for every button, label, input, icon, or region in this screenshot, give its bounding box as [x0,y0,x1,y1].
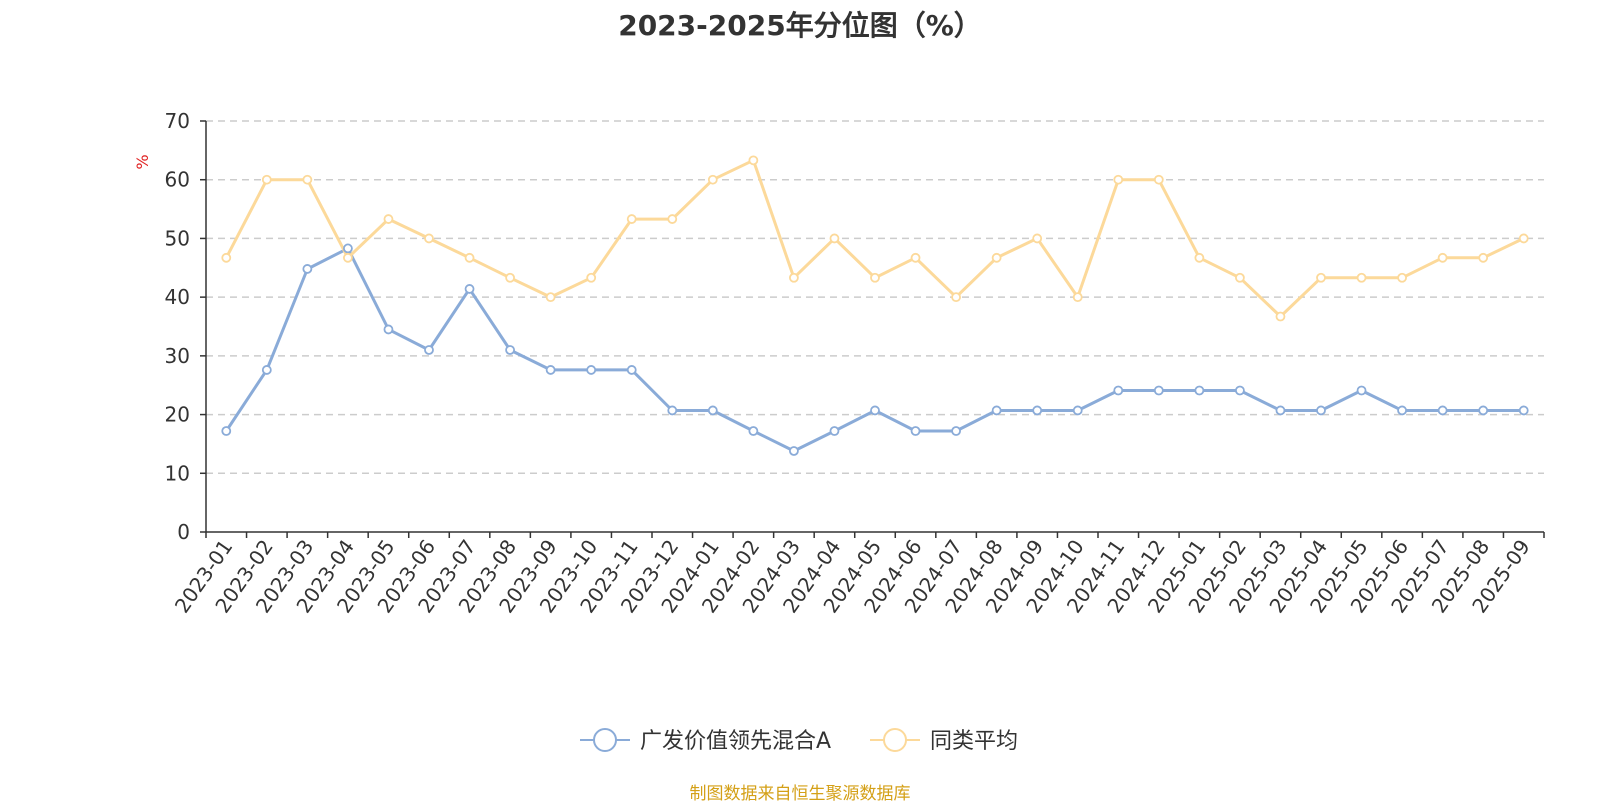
y-tick-label: 70 [165,109,190,133]
data-point[interactable] [667,405,678,416]
data-point[interactable] [789,272,799,283]
data-point[interactable] [707,174,718,185]
data-point[interactable] [707,405,718,416]
data-point[interactable] [1113,385,1124,396]
data-point[interactable] [991,405,1002,416]
y-tick-label: 0 [177,520,190,544]
data-point[interactable] [1316,405,1326,416]
legend: 广发价值领先混合A 同类平均 [580,728,1018,754]
data-point[interactable] [991,252,1002,263]
data-point[interactable] [1518,233,1529,244]
data-point[interactable] [1194,385,1205,396]
data-point[interactable] [464,284,475,294]
data-point[interactable] [1397,272,1407,283]
y-tick-label: 10 [165,461,190,485]
y-axis-unit-label: % [133,154,152,169]
data-point[interactable] [748,426,759,436]
data-point[interactable] [586,365,597,375]
data-point[interactable] [1032,405,1043,416]
data-point[interactable] [464,252,475,263]
data-point[interactable] [1235,385,1245,396]
data-point[interactable] [1072,405,1083,416]
data-point[interactable] [221,426,232,436]
y-tick-label: 20 [165,403,190,427]
data-point[interactable] [586,272,597,283]
data-point[interactable] [302,264,313,274]
data-point[interactable] [626,365,637,375]
data-point[interactable] [1518,405,1529,416]
data-point[interactable] [302,174,313,185]
data-point[interactable] [910,252,921,263]
data-point[interactable] [1153,174,1164,185]
data-point[interactable] [1437,405,1448,416]
y-tick-label: 50 [165,226,190,250]
data-point[interactable] [626,214,637,224]
data-point[interactable] [829,233,840,244]
data-point[interactable] [545,292,556,303]
series-lines [221,155,1529,456]
data-point[interactable] [1356,272,1367,283]
data-point[interactable] [1478,252,1489,263]
data-point[interactable] [424,233,434,244]
data-point[interactable] [910,426,921,436]
data-point[interactable] [748,155,759,166]
data-point[interactable] [343,243,353,254]
data-point[interactable] [1113,174,1124,185]
data-point[interactable] [1437,252,1448,263]
legend-marker [593,728,617,752]
data-point[interactable] [667,214,678,224]
series-line-1 [224,158,1525,318]
data-point[interactable] [343,252,353,263]
data-point[interactable] [1397,405,1407,416]
data-point[interactable] [870,272,880,283]
data-point[interactable] [1275,311,1286,322]
data-point[interactable] [1356,385,1367,396]
data-point[interactable] [829,426,840,436]
y-tick-label: 30 [165,344,190,368]
data-point[interactable] [261,174,272,185]
legend-marker [883,728,907,752]
data-point[interactable] [1316,272,1326,283]
data-point[interactable] [1153,385,1164,396]
chart-title: 2023-2025年分位图（%） [618,9,982,42]
data-point[interactable] [505,272,515,283]
data-point[interactable] [951,426,961,436]
data-point[interactable] [1194,252,1205,263]
data-point[interactable] [1235,272,1245,283]
data-point[interactable] [1275,405,1286,416]
data-point[interactable] [221,252,232,263]
grid-lines [206,120,1544,475]
y-tick-label: 60 [165,168,190,192]
y-tick-label: 40 [165,285,190,309]
data-point[interactable] [789,446,799,456]
data-point[interactable] [261,365,272,375]
legend-label[interactable]: 广发价值领先混合A [640,729,831,754]
legend-label[interactable]: 同类平均 [930,729,1018,754]
data-point[interactable] [1478,405,1489,416]
data-point[interactable] [383,214,394,224]
data-point[interactable] [383,324,394,335]
data-point[interactable] [1032,233,1043,244]
chart-source-note: 制图数据来自恒生聚源数据库 [689,784,911,804]
data-point[interactable] [1072,292,1083,303]
data-point[interactable] [424,345,434,355]
data-point[interactable] [870,405,880,416]
data-point[interactable] [505,345,515,355]
axes: 0102030405060702023-012023-022023-032023… [165,109,1545,617]
data-point[interactable] [951,292,961,303]
data-point[interactable] [545,365,556,375]
